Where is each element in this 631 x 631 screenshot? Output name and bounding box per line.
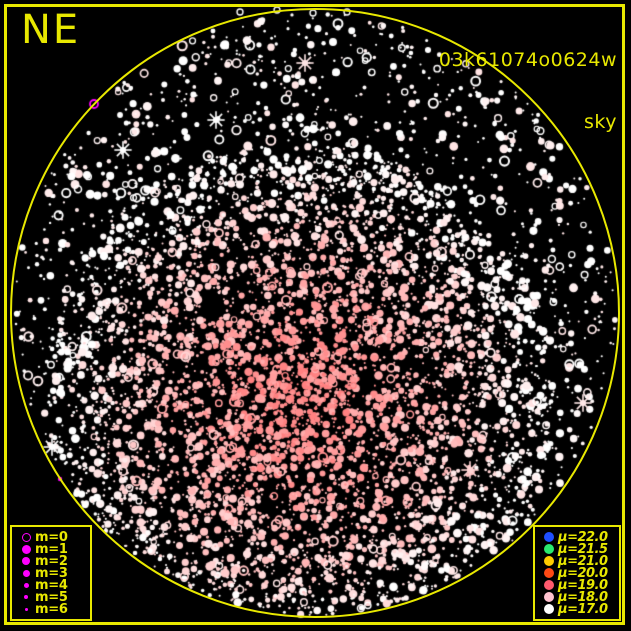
- brightness-legend-label: μ=21.0: [558, 553, 608, 569]
- magnitude-legend-row: m=4: [17, 577, 85, 593]
- brightness-swatch-icon: [540, 568, 558, 578]
- magnitude-legend: m=0 m=1 m=2 m=3 m=4 m=5 m=6: [10, 525, 92, 621]
- field-id-block: 03k61074o0624w sky: [439, 10, 617, 173]
- magnitude-legend-label: m=0: [35, 529, 68, 545]
- brightness-swatch-icon: [540, 604, 558, 614]
- brightness-legend-row: μ=20.0: [540, 565, 614, 581]
- brightness-legend-row: μ=21.5: [540, 541, 614, 557]
- magnitude-legend-label: m=6: [35, 601, 68, 617]
- brightness-swatch-icon: [540, 592, 558, 602]
- brightness-legend-label: μ=21.5: [558, 541, 608, 557]
- magnitude-legend-row: m=0: [17, 529, 85, 545]
- magnitude-legend-row: m=1: [17, 541, 85, 557]
- brightness-legend-row: μ=19.0: [540, 577, 614, 593]
- magnitude-symbol-icon: [17, 544, 35, 554]
- magnitude-legend-row: m=5: [17, 589, 85, 605]
- brightness-legend-label: μ=19.0: [558, 577, 608, 593]
- magnitude-symbol-icon: [17, 607, 35, 611]
- magnitude-legend-label: m=2: [35, 553, 68, 569]
- field-id-text: 03k61074o0624w: [438, 48, 617, 71]
- brightness-legend-row: μ=17.0: [540, 601, 614, 617]
- magnitude-legend-row: m=2: [17, 553, 85, 569]
- magnitude-symbol-icon: [17, 595, 35, 599]
- brightness-legend-row: μ=21.0: [540, 553, 614, 569]
- brightness-legend-row: μ=22.0: [540, 529, 614, 545]
- magnitude-legend-row: m=6: [17, 601, 85, 617]
- brightness-legend-label: μ=17.0: [558, 601, 608, 617]
- surface-brightness-legend: μ=22.0 μ=21.5 μ=21.0 μ=20.0 μ=19.0 μ=18.0 μ=17…: [533, 525, 621, 621]
- orientation-label: NE: [21, 7, 81, 53]
- brightness-swatch-icon: [540, 580, 558, 590]
- magnitude-legend-row: m=3: [17, 565, 85, 581]
- magnitude-legend-label: m=3: [35, 565, 68, 581]
- brightness-legend-label: μ=18.0: [558, 589, 608, 605]
- magnitude-symbol-icon: [17, 569, 35, 577]
- frame-type-text: sky: [584, 110, 617, 133]
- brightness-swatch-icon: [540, 544, 558, 554]
- magnitude-symbol-icon: [17, 582, 35, 588]
- brightness-legend-label: μ=22.0: [558, 529, 608, 545]
- magnitude-legend-label: m=4: [35, 577, 68, 593]
- magnitude-symbol-icon: [17, 557, 35, 565]
- brightness-legend-label: μ=20.0: [558, 565, 608, 581]
- magnitude-symbol-icon: [17, 532, 35, 542]
- brightness-legend-row: μ=18.0: [540, 589, 614, 605]
- brightness-swatch-icon: [540, 556, 558, 566]
- brightness-swatch-icon: [540, 532, 558, 542]
- magnitude-legend-label: m=5: [35, 589, 68, 605]
- magnitude-legend-label: m=1: [35, 541, 68, 557]
